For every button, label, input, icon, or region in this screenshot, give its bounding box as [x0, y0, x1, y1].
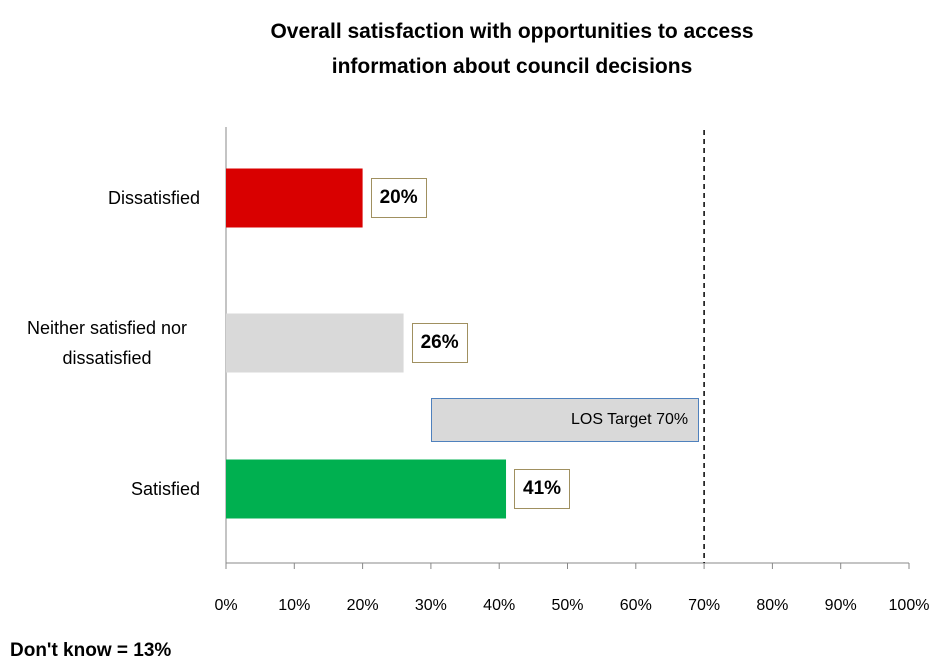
x-tick-label: 90% [825, 597, 857, 614]
footnote: Don't know = 13% [10, 640, 172, 661]
x-tick-label: 60% [620, 597, 652, 614]
category-label: Neither satisfied nor dissatisfied [14, 303, 200, 383]
x-tick-label: 20% [347, 597, 379, 614]
category-label: Satisfied [131, 449, 200, 529]
category-text: Satisfied [130, 479, 200, 499]
x-tick-label: 50% [551, 597, 583, 614]
bar [226, 313, 404, 373]
bar [226, 168, 363, 228]
value-label: 20% [370, 178, 427, 218]
x-tick-label: 100% [889, 597, 930, 614]
x-tick-label: 70% [688, 597, 720, 614]
x-tick-label: 80% [756, 597, 788, 614]
target-label: LOS Target 70% [431, 398, 700, 442]
bar [226, 459, 507, 519]
x-tick-label: 0% [214, 597, 237, 614]
x-tick-label: 30% [415, 597, 447, 614]
category-text: Neither satisfied nor dissatisfied [26, 318, 188, 368]
value-label: 41% [514, 469, 571, 509]
value-label: 26% [411, 323, 468, 363]
x-tick-label: 40% [483, 597, 515, 614]
category-text: Dissatisfied [107, 188, 200, 208]
chart-title: Overall satisfaction with opportunities … [270, 20, 754, 78]
category-label: Dissatisfied [108, 158, 200, 238]
x-tick-label: 10% [278, 597, 310, 614]
